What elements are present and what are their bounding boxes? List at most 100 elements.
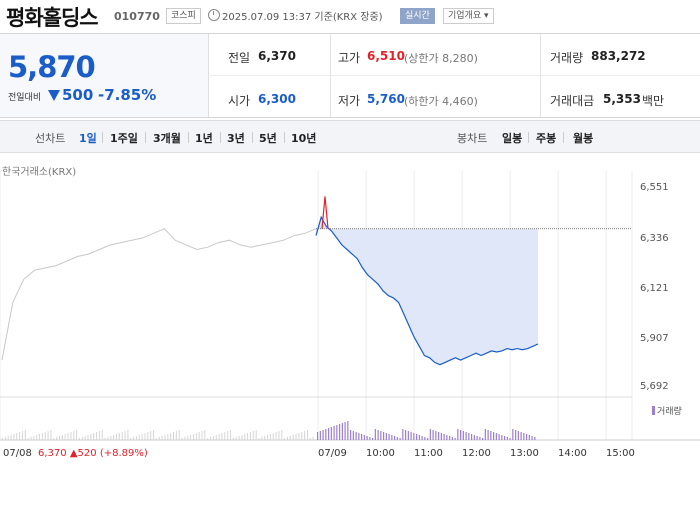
low-value: 5,760 [367,92,405,106]
period-3m[interactable]: 3개월 [153,132,181,145]
volume-bar [344,422,346,440]
volume-bar [413,433,415,440]
market-badge: 코스피 [166,8,201,24]
volume-bar [363,435,365,440]
volume-bar [207,438,209,440]
volume-bar [512,429,514,440]
quote-col-divider [540,34,541,117]
y-tick: 5,907 [640,333,669,344]
volume-bar [192,434,194,440]
volume-bar [509,438,511,440]
volume-bar [457,429,459,440]
realtime-button[interactable]: 실시간 [400,8,435,24]
volume-bar [116,434,117,440]
volume-bar [249,432,251,440]
high-marker [321,196,329,229]
candle-daily[interactable]: 일봉 [502,132,523,145]
volume-bar [399,438,401,440]
period-1y[interactable]: 1년 [195,132,213,145]
volume-bar [218,434,220,440]
period-10y[interactable]: 10년 [291,132,317,145]
volume-bar [224,432,226,440]
volume-bar [2,438,3,440]
volume-bar [301,432,303,440]
volume-bar [81,437,83,440]
volume-bar [144,433,146,440]
period-1w[interactable]: 1주일 [110,132,138,145]
volume-bar [41,433,43,440]
price-change-pct: -7.85% [98,86,157,104]
volume-bar [4,437,6,440]
volume-bar [306,430,308,440]
series-today-area [316,217,538,365]
volume-bar [267,435,269,440]
volume-bar [113,435,115,440]
volume-bar [418,435,420,440]
volume-bar [328,428,330,440]
volume-bar [471,434,473,440]
period-3y[interactable]: 3년 [227,132,245,145]
period-1d[interactable]: 1일 [79,132,97,145]
candle-weekly[interactable]: 주봉 [536,132,557,145]
bottom-prev-date: 07/08 [3,448,32,459]
separator [102,132,103,143]
quote-panel: 5,870 전일대비 500 -7.85% 전일 6,370 시가 6,300 … [0,33,700,118]
volume-bar [135,436,137,440]
volume-bar [141,434,143,440]
volume-bar [350,430,352,440]
volume-bar [341,423,343,440]
volume-bar [421,436,423,440]
volume-bar [531,436,533,440]
volume-bar [435,431,437,440]
volume-bar [482,438,484,440]
volume-bar [366,436,368,440]
period-5y[interactable]: 5년 [259,132,277,145]
y-tick: 5,692 [640,381,669,392]
volume-bar [468,433,470,440]
volume-bar [190,435,192,440]
volume-bar [377,430,379,440]
volume-bar [264,436,266,440]
volume-bar [61,435,63,440]
x-tick: 12:00 [462,448,491,459]
volume-bar [21,431,23,440]
volume-bar [16,433,18,440]
volume-bar [130,438,132,440]
volume-bar [255,430,257,440]
chart-grid [0,170,700,441]
volume-bar [118,433,120,440]
volume-bar [232,438,234,440]
chart-lines [1,196,632,366]
separator [188,132,189,143]
volume-bar [487,430,489,440]
volume-bar [98,431,100,440]
y-tick: 6,551 [640,182,669,193]
volume-bar [325,429,327,440]
volume-bar [173,432,174,440]
stock-header: 평화홀딩스 010770 코스피 2025.07.09 13:37 기준(KRX… [0,0,700,32]
volume-bar [252,431,254,440]
chevron-down-icon: ▾ [484,11,489,21]
volume-bar [269,434,271,440]
x-tick: 14:00 [558,448,587,459]
volume-bar [515,430,517,440]
candle-chart-label: 봉차트 [457,132,488,145]
volume-bar [212,436,214,440]
company-info-dropdown[interactable]: 기업개요 ▾ [443,8,494,24]
volume-bar [424,437,426,440]
volume-bar [402,429,404,440]
amount-value: 5,353 [603,92,641,106]
volume-bar [385,433,387,440]
up-triangle-icon: ▲ [69,448,78,459]
volume-bar [369,437,371,440]
volume-bar [235,437,237,440]
y-tick: 6,121 [640,283,669,294]
volume-bar [153,430,155,440]
volume-bar [407,431,409,440]
current-price: 5,870 [8,50,96,84]
candle-monthly[interactable]: 월봉 [573,132,594,145]
volume-bar [67,433,69,440]
volume-bar [462,431,464,440]
volume-bar [322,430,324,440]
volume-bar [358,433,360,440]
